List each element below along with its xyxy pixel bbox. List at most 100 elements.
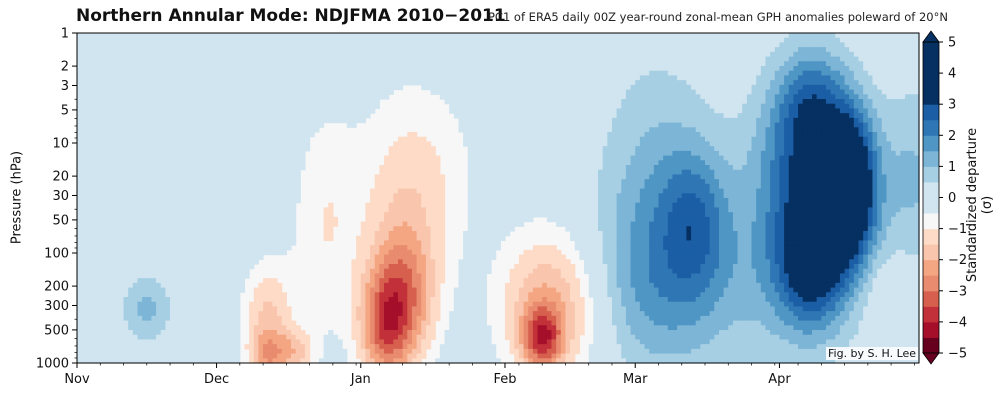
- heatmap-cell: [370, 306, 376, 312]
- heatmap-cell: [170, 287, 176, 293]
- heatmap-cell: [425, 160, 432, 166]
- heatmap-cell: [416, 212, 422, 218]
- heatmap-cell: [235, 348, 241, 355]
- heatmap-cell: [230, 174, 236, 180]
- heatmap-cell: [100, 353, 106, 359]
- heatmap-cell: [272, 334, 278, 341]
- heatmap-cell: [221, 292, 227, 298]
- heatmap-cell: [439, 264, 446, 270]
- heatmap-cell: [472, 249, 478, 256]
- heatmap-cell: [156, 207, 162, 213]
- heatmap-cell: [365, 348, 371, 355]
- heatmap-cell: [388, 188, 394, 194]
- heatmap-cell: [156, 33, 162, 39]
- heatmap-cell: [439, 212, 446, 218]
- heatmap-cell: [90, 249, 97, 256]
- heatmap-cell: [356, 353, 362, 359]
- heatmap-cell: [235, 127, 241, 133]
- heatmap-cell: [351, 51, 357, 58]
- heatmap-cell: [416, 301, 422, 308]
- heatmap-cell: [104, 188, 111, 194]
- heatmap-cell: [286, 344, 292, 350]
- heatmap-cell: [407, 315, 413, 322]
- heatmap-cell: [370, 216, 376, 223]
- heatmap-cell: [388, 282, 394, 289]
- heatmap-cell: [416, 231, 422, 237]
- heatmap-cell: [197, 169, 204, 176]
- heatmap-cell: [379, 174, 385, 180]
- heatmap-cell: [95, 155, 101, 161]
- heatmap-cell: [156, 174, 162, 180]
- heatmap-cell: [356, 108, 362, 114]
- heatmap-cell: [253, 51, 260, 58]
- heatmap-cell: [211, 330, 218, 336]
- heatmap-cell: [118, 306, 125, 312]
- heatmap-cell: [123, 240, 129, 246]
- heatmap-cell: [388, 240, 394, 246]
- heatmap-cell: [230, 216, 236, 223]
- heatmap-cell: [384, 61, 390, 67]
- heatmap-cell: [225, 155, 232, 161]
- heatmap-cell: [151, 66, 157, 72]
- heatmap-cell: [435, 254, 441, 260]
- heatmap-cell: [449, 99, 455, 105]
- heatmap-cell: [197, 188, 204, 194]
- heatmap-cell: [123, 136, 129, 143]
- heatmap-cell: [81, 127, 87, 133]
- heatmap-cell: [453, 80, 460, 86]
- heatmap-cell: [360, 33, 367, 39]
- heatmap-cell: [156, 325, 162, 331]
- heatmap-cell: [300, 344, 306, 350]
- heatmap-cell: [118, 136, 125, 143]
- heatmap-cell: [300, 37, 306, 44]
- heatmap-cell: [77, 193, 83, 199]
- heatmap-cell: [174, 141, 180, 147]
- heatmap-cell: [281, 94, 287, 100]
- heatmap-cell: [193, 273, 199, 279]
- heatmap-cell: [286, 37, 292, 44]
- heatmap-cell: [351, 325, 357, 331]
- heatmap-cell: [211, 207, 218, 213]
- heatmap-cell: [179, 212, 185, 218]
- heatmap-cell: [281, 174, 287, 180]
- heatmap-cell: [137, 297, 143, 303]
- heatmap-cell: [477, 42, 483, 48]
- heatmap-cell: [458, 339, 464, 345]
- heatmap-cell: [197, 108, 204, 114]
- heatmap-cell: [174, 113, 180, 119]
- heatmap-cell: [370, 311, 376, 317]
- heatmap-cell: [86, 306, 92, 312]
- heatmap-cell: [165, 297, 171, 303]
- heatmap-cell: [216, 249, 222, 256]
- heatmap-cell: [444, 66, 450, 72]
- heatmap-cell: [77, 179, 83, 185]
- heatmap-cell: [202, 212, 208, 218]
- heatmap-cell: [216, 226, 222, 232]
- heatmap-cell: [225, 150, 232, 157]
- heatmap-cell: [142, 132, 148, 138]
- heatmap-cell: [430, 282, 436, 289]
- heatmap-cell: [472, 301, 478, 308]
- heatmap-cell: [272, 353, 278, 359]
- heatmap-cell: [360, 292, 367, 298]
- heatmap-cell: [197, 202, 204, 209]
- heatmap-cell: [346, 51, 353, 58]
- heatmap-cell: [221, 141, 227, 147]
- heatmap-cell: [407, 165, 413, 171]
- heatmap-cell: [379, 301, 385, 308]
- heatmap-cell: [263, 334, 269, 341]
- heatmap-cell: [458, 348, 464, 355]
- heatmap-cell: [193, 235, 199, 242]
- heatmap-cell: [109, 51, 115, 58]
- heatmap-cell: [137, 150, 143, 157]
- heatmap-cell: [165, 89, 171, 95]
- heatmap-cell: [463, 268, 469, 275]
- heatmap-cell: [290, 94, 297, 100]
- heatmap-cell: [118, 202, 125, 209]
- heatmap-cell: [156, 155, 162, 161]
- heatmap-cell: [216, 344, 222, 350]
- heatmap-cell: [151, 193, 157, 199]
- heatmap-cell: [384, 188, 390, 194]
- heatmap-cell: [249, 141, 255, 147]
- heatmap-cell: [290, 221, 297, 227]
